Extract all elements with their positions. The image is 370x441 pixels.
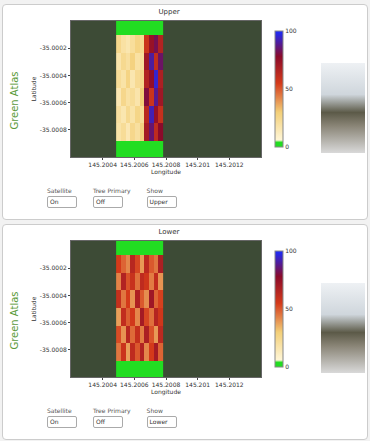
svg-text:-35.0008: -35.0008 — [40, 346, 67, 353]
svg-text:100: 100 — [285, 247, 297, 254]
svg-text:50: 50 — [285, 85, 293, 92]
svg-text:Latitude: Latitude — [30, 296, 37, 321]
html-text:Satellite: Satellite — [47, 187, 72, 194]
svg-text:50: 50 — [285, 305, 293, 312]
html-text:Tree Primary: Tree Primary — [93, 187, 131, 194]
html-text:Green Atlas: Green Atlas — [8, 71, 20, 130]
html-text:Off: Off — [96, 418, 105, 425]
svg-text:-35.0004: -35.0004 — [40, 292, 67, 299]
html-text:Off: Off — [96, 198, 105, 205]
svg-text:145.2008: 145.2008 — [152, 161, 181, 168]
svg-text:145.201: 145.201 — [185, 161, 210, 168]
html-text:Lower: Lower — [149, 418, 168, 425]
svg-text:145.2004: 145.2004 — [88, 381, 117, 388]
html-text:Show: Show — [146, 407, 163, 414]
html-text:Satellite: Satellite — [47, 407, 72, 414]
svg-text:Latitude: Latitude — [30, 76, 37, 101]
svg-text:-35.0006: -35.0006 — [40, 99, 67, 106]
svg-text:145.2004: 145.2004 — [88, 161, 117, 168]
svg-text:Upper: Upper — [158, 8, 179, 16]
svg-text:Longitude: Longitude — [151, 168, 181, 176]
svg-text:100: 100 — [285, 27, 297, 34]
svg-text:145.2006: 145.2006 — [120, 161, 149, 168]
svg-text:-35.0006: -35.0006 — [40, 319, 67, 326]
svg-text:145.2012: 145.2012 — [215, 381, 244, 388]
html-text:Tree Primary: Tree Primary — [93, 407, 131, 414]
svg-text:145.2012: 145.2012 — [215, 161, 244, 168]
svg-text:0: 0 — [285, 143, 289, 150]
svg-text:-35.0002: -35.0002 — [40, 44, 67, 51]
svg-text:145.201: 145.201 — [185, 381, 210, 388]
html-text:Green Atlas: Green Atlas — [8, 291, 20, 350]
svg-text:-35.0002: -35.0002 — [40, 264, 67, 271]
svg-text:145.2006: 145.2006 — [120, 381, 149, 388]
svg-text:145.2008: 145.2008 — [152, 381, 181, 388]
svg-text:0: 0 — [285, 363, 289, 370]
html-text:Show: Show — [146, 187, 163, 194]
html-text:On: On — [50, 198, 59, 205]
svg-text:Lower: Lower — [159, 228, 180, 236]
svg-text:-35.0004: -35.0004 — [40, 72, 67, 79]
svg-text:-35.0008: -35.0008 — [40, 126, 67, 133]
html-text:On: On — [50, 418, 59, 425]
svg-text:Longitude: Longitude — [151, 388, 181, 396]
html-text:Upper: Upper — [149, 198, 168, 205]
